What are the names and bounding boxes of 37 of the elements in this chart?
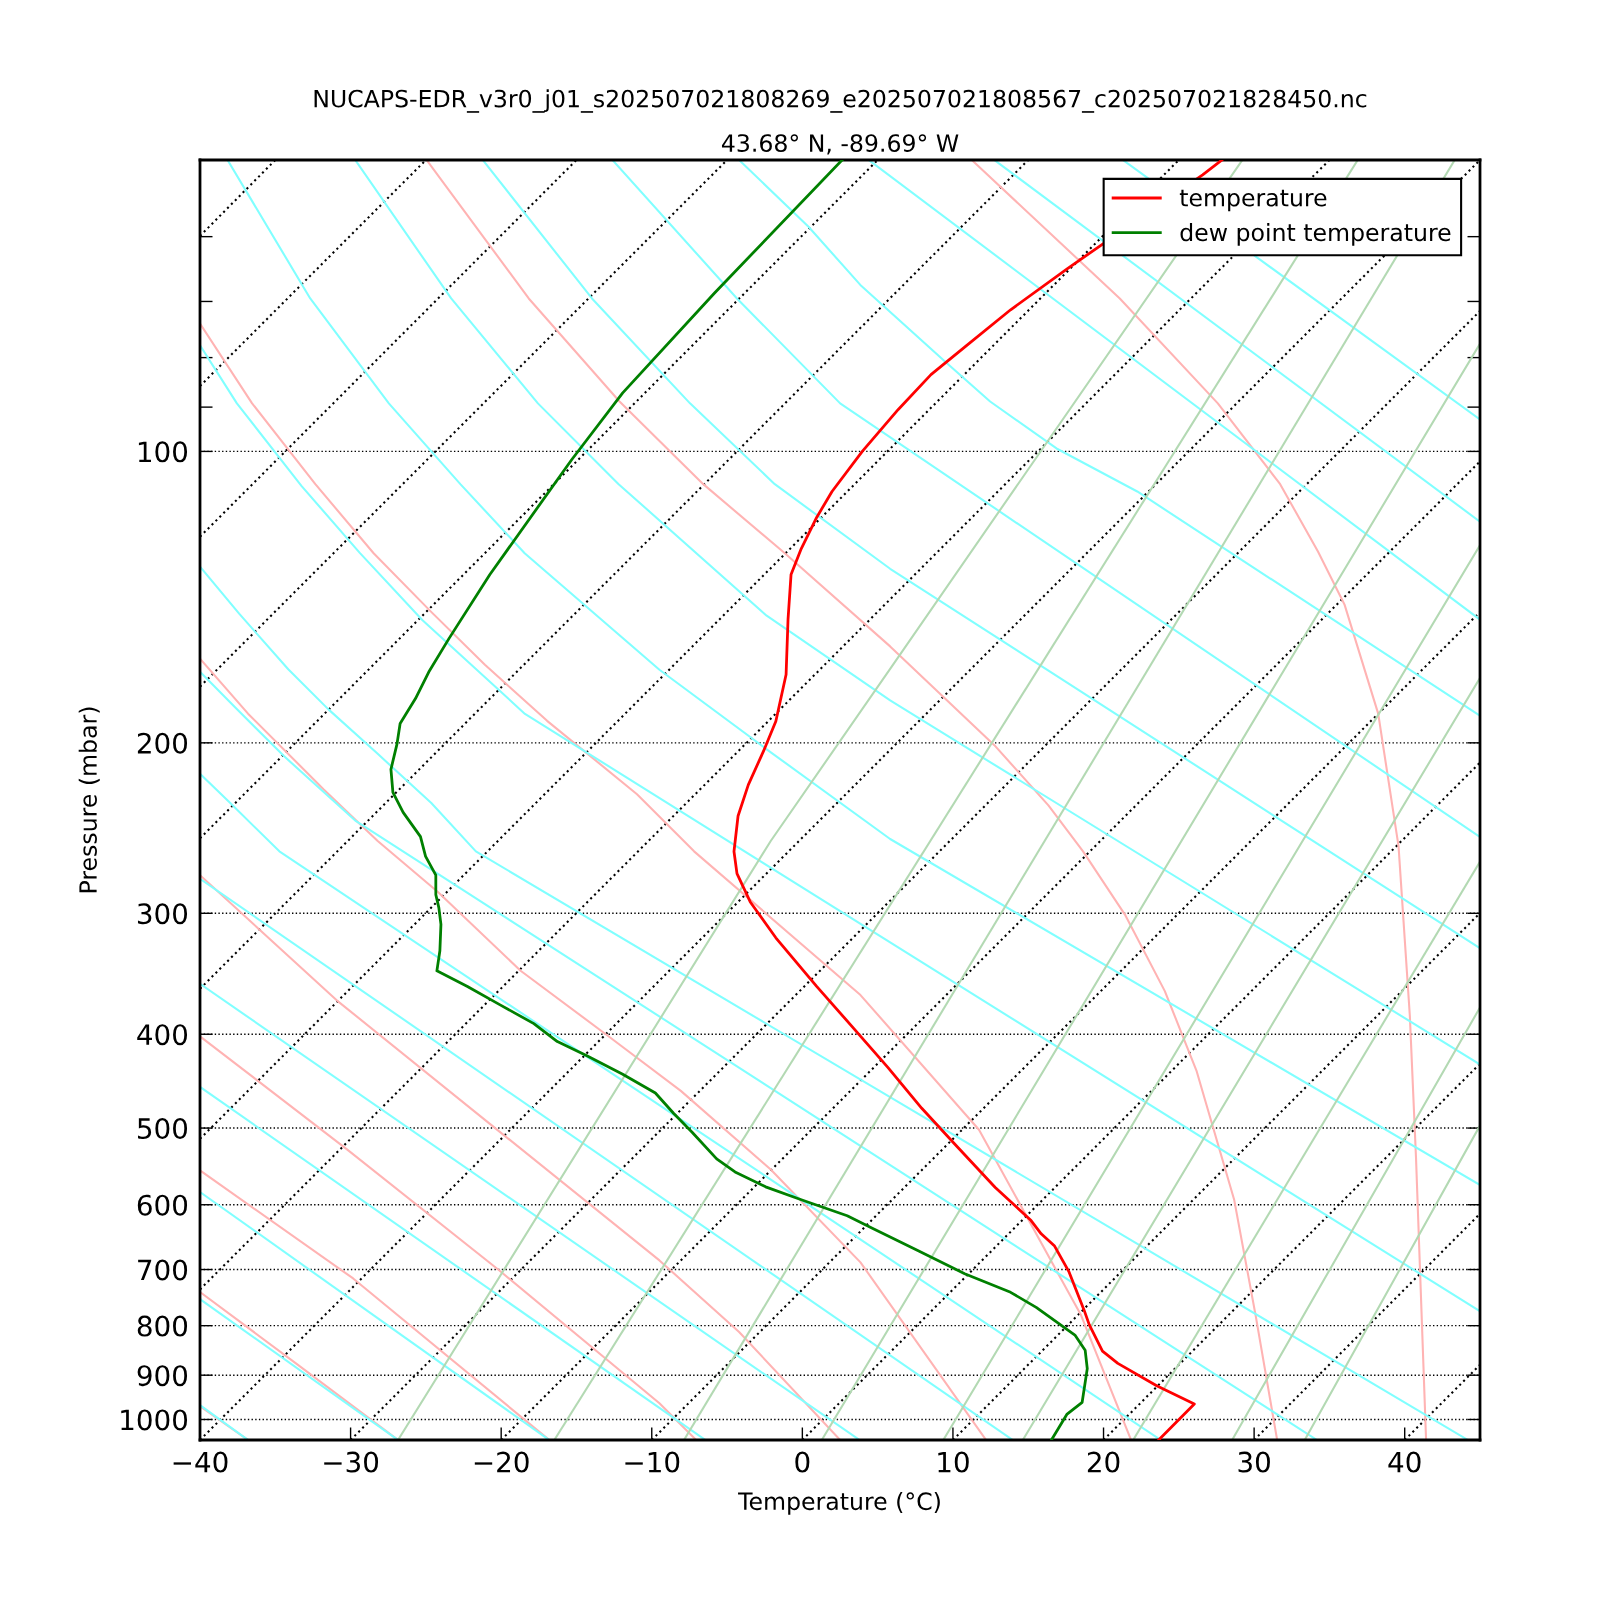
y-tick-label: 700 [138,1259,188,1281]
line-series [200,772,1162,1440]
y-tick-label: 800 [137,1315,188,1337]
y-tick-label: 1000 [121,1409,188,1431]
line-series [200,670,1318,1440]
line-series [738,160,1480,717]
x-tick-label: 40 [1388,1451,1421,1473]
x-tick-label: 0 [795,1451,810,1473]
y-tick-label: 900 [137,1365,188,1387]
x-tick-label: −20 [474,1451,529,1473]
legend-label: dew point temperature [1180,222,1451,246]
line-series [200,657,988,1440]
line-series [354,160,1480,1066]
x-axis-title: Temperature (°C) [738,1491,940,1515]
line-series [389,160,1089,1440]
y-tick-label: 400 [137,1024,188,1046]
chart-title: NUCAPS-EDR_v3r0_j01_s202507021808269_e202507021808567_c202507021828450.nc [314,89,1367,113]
x-tick-label: 20 [1087,1451,1120,1473]
x-tick-label: 10 [938,1451,969,1473]
x-tick-label: −30 [324,1451,379,1473]
chart-subtitle: 43.68° N, -89.69° W [721,134,959,155]
line-series [200,874,842,1440]
line-series [611,160,1480,839]
line-series [226,160,1480,1186]
y-tick-label: 500 [138,1118,188,1140]
y-tick-label: 300 [137,903,188,925]
x-tick-label: 30 [1238,1451,1270,1473]
legend-label: temperature [1179,189,1327,212]
x-tick-label: −40 [173,1451,228,1473]
y-tick-label: 100 [138,441,188,463]
x-tick-label: −10 [625,1451,680,1473]
line-series [200,565,1469,1440]
line-series [200,322,1133,1440]
y-tick-label: 600 [137,1194,188,1216]
line-series [481,160,1480,950]
y-axis-title: Pressure (mbar) [78,707,100,893]
y-tick-label: 200 [137,732,188,754]
